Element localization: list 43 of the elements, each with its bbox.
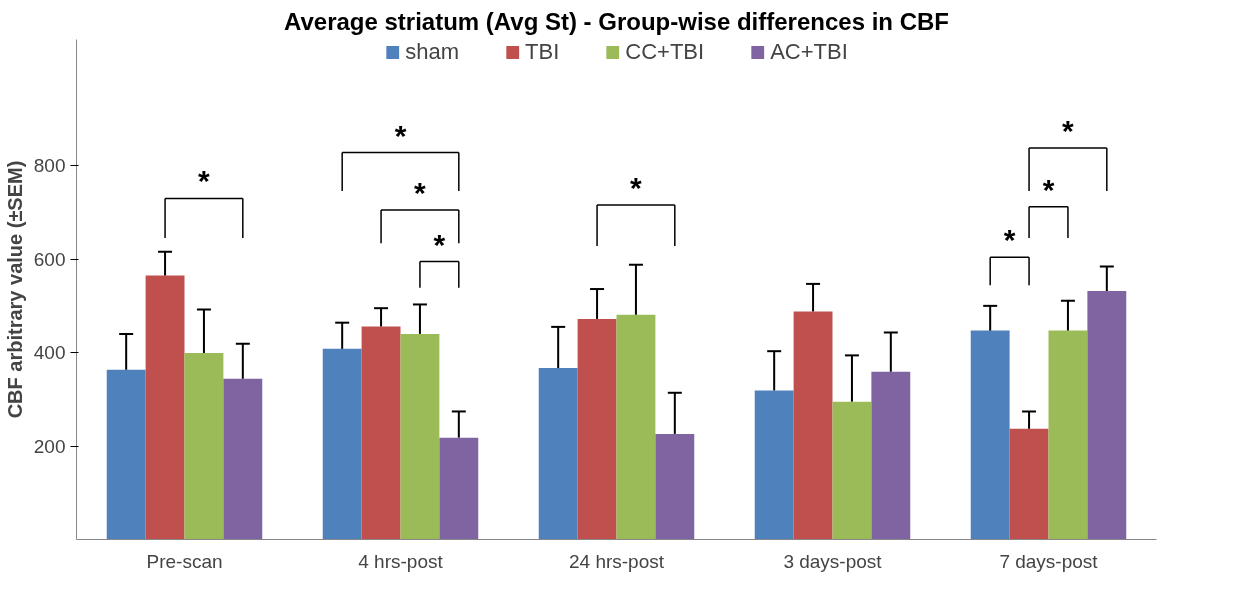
x-tick-label: 7 days-post: [999, 550, 1099, 572]
bar: [871, 371, 911, 540]
x-tick-label: 4 hrs-post: [358, 550, 444, 572]
annotation: *: [1062, 113, 1075, 147]
bar: [145, 275, 185, 540]
bar: [1087, 290, 1127, 540]
bar: [439, 437, 479, 540]
bar: [106, 369, 146, 540]
bar: [793, 311, 833, 540]
y-tick-label: 600: [33, 248, 66, 270]
y-axis-title: CBF arbitrary value (±SEM): [3, 160, 26, 419]
legend-label: sham: [405, 39, 460, 65]
bar: [832, 401, 872, 540]
legend-label: AC+TBI: [770, 39, 848, 65]
bar: [1009, 428, 1049, 540]
bar: [655, 433, 695, 540]
legend-label: CC+TBI: [625, 39, 705, 65]
y-tick-label: 200: [33, 435, 66, 457]
bar: [577, 318, 617, 540]
bar: [400, 333, 440, 540]
y-tick-label: 400: [33, 342, 66, 364]
annotation: *: [630, 170, 643, 204]
bar: [1048, 330, 1088, 540]
bar: [361, 326, 401, 540]
legend-label: TBI: [525, 39, 560, 65]
bar: [184, 353, 224, 540]
bar: [754, 390, 794, 540]
bar: [223, 378, 263, 540]
annotation: *: [433, 227, 446, 261]
annotation: *: [198, 164, 211, 198]
annotation: *: [1042, 172, 1055, 206]
annotation: *: [414, 176, 427, 210]
x-tick-label: 3 days-post: [783, 550, 883, 572]
bar: [970, 330, 1010, 540]
x-tick-label: 24 hrs-post: [568, 550, 665, 572]
bar: [616, 314, 656, 540]
chart-title: Average striatum (Avg St) - Group-wise differences in CBF: [284, 7, 950, 35]
y-tick-label: 800: [33, 155, 66, 177]
annotation: *: [1003, 223, 1016, 257]
bar: [538, 368, 578, 540]
annotation: *: [394, 118, 407, 152]
x-tick-label: Pre-scan: [146, 550, 223, 572]
bar: [322, 348, 362, 540]
